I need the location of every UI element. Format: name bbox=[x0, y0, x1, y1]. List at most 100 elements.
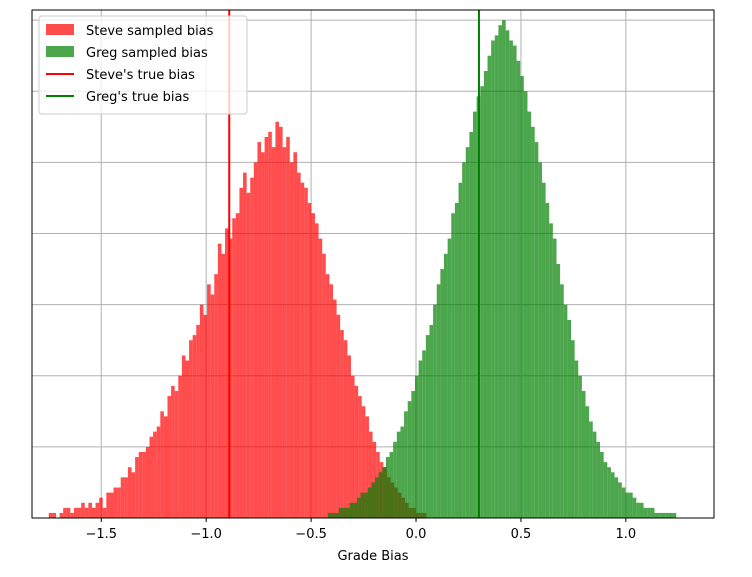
histogram-bar bbox=[228, 238, 233, 518]
histogram-bar bbox=[545, 203, 550, 519]
histogram-bar bbox=[282, 147, 287, 518]
histogram-bar bbox=[343, 340, 348, 518]
histogram-bar bbox=[367, 487, 372, 518]
histogram-bar bbox=[225, 228, 229, 518]
histogram-bar bbox=[494, 35, 499, 519]
histogram-bar bbox=[358, 396, 362, 518]
histogram-bar bbox=[541, 182, 546, 518]
histogram-bar bbox=[574, 360, 579, 518]
histogram-bar bbox=[458, 182, 463, 518]
histogram-bar bbox=[473, 111, 477, 518]
histogram-bar bbox=[650, 507, 655, 518]
histogram-bar bbox=[531, 126, 535, 518]
histogram-bar bbox=[549, 223, 553, 519]
histogram-bar bbox=[160, 411, 164, 518]
x-tick-label: 0.5 bbox=[511, 527, 532, 542]
histogram-bar bbox=[217, 243, 222, 518]
histogram-bar bbox=[614, 477, 619, 518]
histogram-bar bbox=[214, 274, 218, 518]
histogram-bar bbox=[436, 284, 441, 518]
histogram-bar bbox=[335, 512, 339, 518]
histogram-bar bbox=[293, 152, 298, 519]
histogram-bar bbox=[70, 512, 74, 518]
histogram-bar bbox=[654, 512, 659, 518]
histogram-bar bbox=[289, 162, 294, 518]
histogram-bar bbox=[639, 502, 644, 518]
histogram-bar bbox=[581, 391, 586, 518]
histogram-bar bbox=[512, 45, 517, 519]
histogram-bar bbox=[304, 187, 308, 519]
histogram-bar bbox=[483, 70, 488, 519]
x-tick-label: 1.0 bbox=[616, 527, 637, 542]
histogram-bar bbox=[127, 467, 132, 518]
histogram-bar bbox=[385, 457, 390, 518]
histogram-bar bbox=[621, 487, 626, 518]
histogram-bar bbox=[145, 446, 150, 518]
histogram-bar bbox=[142, 451, 146, 518]
histogram-bar bbox=[465, 147, 470, 518]
legend-swatch bbox=[46, 46, 74, 57]
histogram-bar bbox=[560, 284, 564, 518]
histogram-bar bbox=[607, 467, 611, 518]
histogram-bar bbox=[632, 497, 637, 518]
histogram-bar bbox=[106, 492, 110, 518]
histogram-bar bbox=[552, 238, 557, 518]
histogram-bar bbox=[210, 294, 215, 518]
x-axis: −1.5 −1.0 −0.5 0.0 0.5 1.0 bbox=[85, 518, 636, 542]
histogram-bar bbox=[556, 264, 561, 518]
histogram-bar bbox=[66, 507, 71, 518]
plot-frame bbox=[31, 9, 715, 519]
histogram-bar bbox=[360, 492, 365, 518]
histogram-bar bbox=[331, 512, 336, 518]
histogram-bar bbox=[124, 477, 128, 518]
histogram-bar bbox=[338, 507, 343, 518]
histogram-bar bbox=[389, 451, 394, 518]
histogram-bar bbox=[286, 137, 290, 518]
histogram-bar bbox=[257, 142, 262, 518]
histogram-bar bbox=[325, 274, 330, 518]
histogram-bar bbox=[261, 152, 265, 519]
legend-swatch bbox=[46, 24, 74, 35]
histogram-bar bbox=[563, 304, 568, 518]
histogram-bar bbox=[393, 441, 397, 518]
histogram-bar bbox=[356, 497, 361, 518]
histogram-bar bbox=[668, 512, 673, 518]
histogram-bar bbox=[567, 319, 571, 518]
histogram-bar bbox=[149, 436, 154, 518]
histogram-bar bbox=[311, 213, 315, 518]
histogram-bar bbox=[425, 335, 430, 518]
histogram-bar bbox=[422, 350, 426, 518]
x-tick-label: −0.5 bbox=[295, 527, 327, 542]
histogram-series bbox=[48, 121, 427, 519]
histogram-bar bbox=[349, 502, 354, 518]
histogram-bar bbox=[414, 375, 419, 518]
histogram-bar bbox=[196, 324, 200, 518]
legend: Steve sampled bias Greg sampled bias Steve… bbox=[38, 15, 248, 115]
histogram-bar bbox=[502, 20, 506, 518]
legend-label: Greg sampled bias bbox=[86, 46, 208, 61]
histogram-bar bbox=[250, 177, 254, 518]
legend-box bbox=[38, 15, 248, 115]
histogram-bar bbox=[658, 512, 662, 518]
histogram-bar bbox=[396, 431, 401, 518]
histogram-bar bbox=[131, 472, 136, 518]
histogram-bar bbox=[625, 492, 630, 518]
histogram-bar bbox=[318, 238, 323, 518]
histogram-bar bbox=[275, 121, 280, 518]
histogram-bar bbox=[629, 492, 633, 518]
histogram-bar bbox=[88, 502, 92, 518]
histogram-bar bbox=[672, 512, 677, 518]
histogram-bar bbox=[636, 502, 640, 518]
histogram-bar bbox=[268, 131, 272, 519]
histogram-bar bbox=[342, 507, 347, 518]
histogram-bar bbox=[300, 182, 305, 518]
histogram-bar bbox=[178, 375, 182, 518]
histogram-bar bbox=[491, 40, 495, 518]
histogram-series bbox=[327, 20, 677, 519]
histogram-bar bbox=[480, 86, 484, 518]
histogram-bar bbox=[618, 482, 622, 518]
histogram-bar bbox=[462, 162, 466, 518]
histogram-bar bbox=[469, 131, 474, 519]
histogram-bar bbox=[221, 253, 226, 518]
histogram-bar bbox=[596, 441, 601, 518]
